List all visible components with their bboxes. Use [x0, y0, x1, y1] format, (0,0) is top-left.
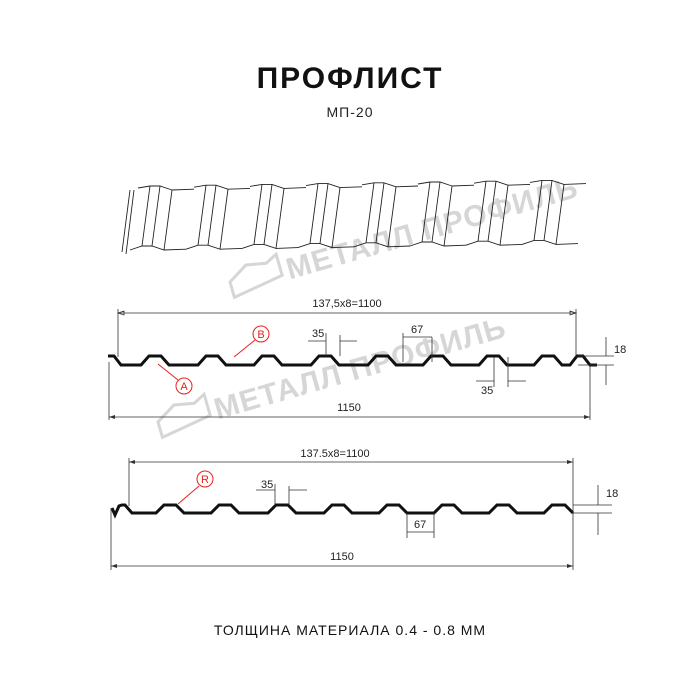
- dim-height: [573, 485, 612, 535]
- sheet-rib: [163, 188, 195, 251]
- dim-crest-top: [256, 484, 307, 505]
- sheet-rib: [141, 185, 161, 247]
- logo-icon: [156, 391, 212, 440]
- sheet-rib: [331, 186, 363, 249]
- sheet-rib: [121, 189, 135, 255]
- marker-r-leader: [177, 485, 200, 505]
- sheet-rib: [365, 182, 385, 243]
- sheet-rib: [555, 183, 587, 245]
- logo-icon: [228, 251, 284, 300]
- sheet-rib: [533, 180, 553, 241]
- page-title: ПРОФЛИСТ: [256, 62, 444, 95]
- sheet-rib: [241, 183, 285, 249]
- marker-a: [175, 377, 193, 395]
- dim-useful-width-label: 137.5x8=1100: [300, 448, 369, 460]
- marker-r: [196, 470, 214, 488]
- dim-height-label: 18: [606, 488, 618, 500]
- dim-total-width-label: 1150: [330, 551, 354, 563]
- dim-useful-width-label: 137,5x8=1100: [312, 298, 381, 310]
- sheet-rib: [499, 183, 531, 246]
- sheet-rib: [275, 187, 307, 249]
- page-subtitle: МП-20: [326, 104, 374, 120]
- dim-height: [578, 337, 614, 385]
- dim-trough: [402, 333, 433, 362]
- marker-a-leader: [157, 363, 179, 381]
- arrowheads: [116, 310, 578, 316]
- sheet-rib: [219, 187, 251, 250]
- profile-a: 137,5x8=1100 1150 35 67 35 18 B A: [108, 298, 626, 420]
- marker-r-label: R: [201, 474, 209, 486]
- dim-crest-bottom-label: 35: [481, 385, 493, 397]
- marker-b: [252, 325, 270, 343]
- sheet-isometric: [121, 179, 587, 255]
- sheet-rib: [421, 181, 441, 243]
- material-thickness-note: ТОЛЩИНА МАТЕРИАЛА 0.4 - 0.8 ММ: [213, 622, 487, 638]
- dim-height-label: 18: [614, 344, 626, 356]
- profile-b-line: [110, 503, 575, 519]
- sheet-rib: [253, 184, 273, 245]
- dim-crest-bottom: [476, 357, 526, 387]
- dim-useful-width: [128, 458, 574, 512]
- sheet-rib: [443, 184, 475, 247]
- sheet-rib: [297, 183, 341, 249]
- sheet-rib: [521, 179, 565, 245]
- marker-b-label: B: [257, 329, 264, 341]
- profile-b: 137.5x8=1100 1150 35 67 18 R: [110, 448, 618, 570]
- sheet-rib: [409, 181, 453, 247]
- dim-total-width: [108, 362, 591, 420]
- dim-total-width: [110, 508, 574, 570]
- marker-a-label: A: [180, 381, 188, 393]
- dim-trough: [406, 513, 435, 538]
- sheet-rib: [185, 184, 229, 250]
- sheet-rib: [465, 180, 509, 246]
- dim-trough-label: 67: [411, 324, 423, 336]
- sheet-rib: [129, 185, 173, 251]
- sheet-rib: [477, 181, 497, 242]
- dim-crest-top-label: 35: [261, 479, 273, 491]
- sheet-rib: [387, 185, 419, 248]
- profile-a-line: [108, 354, 597, 367]
- dim-crest-top: [308, 333, 357, 356]
- dim-crest-top-label: 35: [312, 328, 324, 340]
- dim-total-width-label: 1150: [337, 402, 361, 414]
- sheet-rib: [309, 183, 329, 244]
- sheet-rib: [353, 182, 397, 248]
- watermark-1: МЕТАЛЛ ПРОФИЛЬ: [228, 171, 582, 300]
- dim-useful-width: [117, 309, 577, 357]
- sheet-rib: [197, 185, 217, 246]
- watermark-2: МЕТАЛЛ ПРОФИЛЬ: [156, 311, 510, 440]
- dim-trough-label: 67: [414, 519, 426, 531]
- marker-b-leader: [233, 339, 256, 358]
